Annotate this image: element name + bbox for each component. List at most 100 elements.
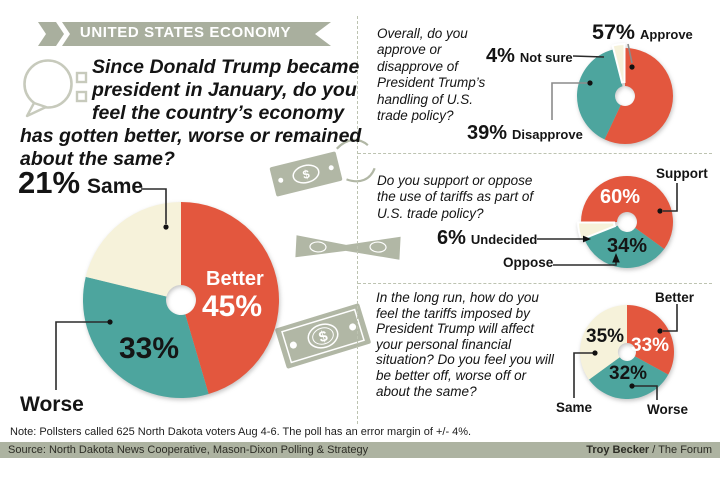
support-label: Support	[656, 166, 708, 181]
same-pct-label: 21%	[18, 165, 81, 200]
question-line: be better off, worse off or	[376, 367, 527, 383]
question-line: Do you support or oppose	[377, 173, 533, 188]
question-line: U.S. trade policy?	[377, 205, 484, 221]
pie-slice-better	[181, 202, 279, 395]
oppose-pct-label: 34%	[607, 235, 648, 257]
pie-slice-worse	[82, 276, 209, 399]
disapprove-callout: 39% Disapprove	[467, 122, 583, 145]
ribbon-band	[62, 22, 331, 46]
pie-tariff-support	[577, 175, 673, 268]
leader-dot	[592, 350, 598, 356]
leader-line	[141, 188, 167, 224]
question-line: handling of U.S.	[377, 91, 474, 107]
leader-line	[663, 183, 678, 212]
better-label: Better	[206, 268, 264, 290]
pie-slice-better	[627, 304, 675, 375]
same-pct-label: 35%	[586, 326, 625, 347]
question-line: President Trump will affect	[376, 321, 535, 337]
pie-slice-worse	[588, 356, 669, 400]
main-question: Since Donald Trump became president in J…	[20, 56, 372, 171]
leader-line	[627, 43, 633, 64]
worse-pct-label: 32%	[609, 363, 648, 384]
section2-question: Do you support or oppose the use of tari…	[377, 173, 533, 222]
notsure-pct-label: 4%	[486, 45, 515, 67]
main-question-line: feel the country’s economy	[92, 102, 345, 124]
approve-pct-label: 57%	[592, 20, 636, 44]
leader-line	[551, 82, 590, 120]
leader-lines-main	[55, 188, 167, 390]
same-label: Same	[556, 400, 593, 415]
pie-slice-same	[580, 305, 627, 380]
main-question-line: Since Donald Trump became	[92, 56, 360, 78]
undecided-pct-label: 6%	[437, 227, 466, 249]
pie-slice-not-sure	[611, 43, 626, 84]
question-line: Overall, do you	[377, 26, 468, 41]
leader-dot	[587, 80, 593, 86]
leader-line	[55, 321, 110, 390]
pie-trade-approval	[577, 43, 674, 144]
pie-main	[82, 202, 279, 399]
credit-text: Troy Becker / The Forum	[586, 444, 712, 456]
question-line: trade policy?	[377, 108, 454, 124]
disapprove-label: Disapprove	[512, 127, 583, 142]
pie-personal-outlook	[580, 304, 675, 400]
note-text: Note: Pollsters called 625 North Dakota …	[10, 426, 472, 438]
section1-question: Overall, do you approve or disapprove of…	[377, 26, 485, 124]
better-pct-label: 45%	[202, 290, 263, 323]
banner-title: UNITED STATES ECONOMY	[79, 24, 292, 41]
credit-org: / The Forum	[652, 444, 712, 456]
leader-dot	[163, 224, 169, 230]
leader-line	[663, 304, 678, 332]
question-line: your personal financial	[376, 336, 512, 352]
pie-slice-approve	[604, 48, 674, 144]
section3-question: In the long run, how do you feel the tar…	[376, 290, 554, 399]
leader-dot	[657, 208, 663, 214]
question-line: situation? Do you feel you will	[376, 352, 554, 368]
question-mark-icon	[23, 59, 88, 118]
ribbon-left-chevron-icon	[38, 22, 64, 46]
credit-name: Troy Becker	[586, 444, 650, 456]
leader-dot	[107, 319, 113, 325]
support-pct-label: 60%	[600, 186, 641, 208]
money-bill-icon: $	[275, 303, 371, 369]
notsure-label: Not sure	[519, 50, 573, 65]
money-bill-icon	[295, 235, 401, 260]
same-callout: 21% Same	[18, 165, 143, 201]
horizontal-divider	[358, 283, 712, 284]
question-line: feel the tariffs imposed by	[376, 305, 530, 321]
leader-dot	[629, 383, 635, 389]
better-label: Better	[655, 290, 695, 305]
worse-label: Worse	[647, 402, 689, 417]
leader-line	[632, 385, 658, 400]
better-pct-label: 33%	[631, 335, 670, 356]
disapprove-pct-label: 39%	[467, 122, 508, 144]
leader-dot	[629, 64, 635, 70]
same-label: Same	[87, 175, 144, 198]
source-text: Source: North Dakota News Cooperative, M…	[8, 444, 369, 456]
approve-label: Approve	[640, 27, 693, 42]
main-question-line: has gotten better, worse or remained	[20, 125, 362, 147]
worse-label: Worse	[20, 393, 84, 416]
pie-slice-same	[85, 202, 181, 297]
money-bill-icon: $	[269, 138, 376, 197]
leader-line	[553, 262, 617, 266]
question-line: President Trump’s	[377, 75, 486, 91]
pie-slice-oppose	[584, 225, 665, 268]
question-line: the use of tariffs as part of	[377, 189, 534, 205]
approve-callout: 57% Approve	[592, 20, 693, 45]
leader-line	[573, 352, 595, 398]
arrowhead-icon	[612, 253, 620, 263]
arrowhead-icon	[583, 235, 591, 243]
undecided-callout: 6% Undecided	[437, 227, 537, 250]
leader-line	[572, 55, 605, 58]
worse-pct-label: 33%	[119, 332, 180, 365]
question-line: In the long run, how do you	[376, 290, 539, 305]
question-line: approve or	[377, 42, 442, 58]
notsure-callout: 4% Not sure	[486, 45, 573, 68]
banner-ribbon	[38, 22, 331, 46]
vertical-divider	[357, 16, 358, 424]
pie-slice-support	[580, 175, 673, 250]
pie-slice-disapprove	[577, 49, 623, 140]
